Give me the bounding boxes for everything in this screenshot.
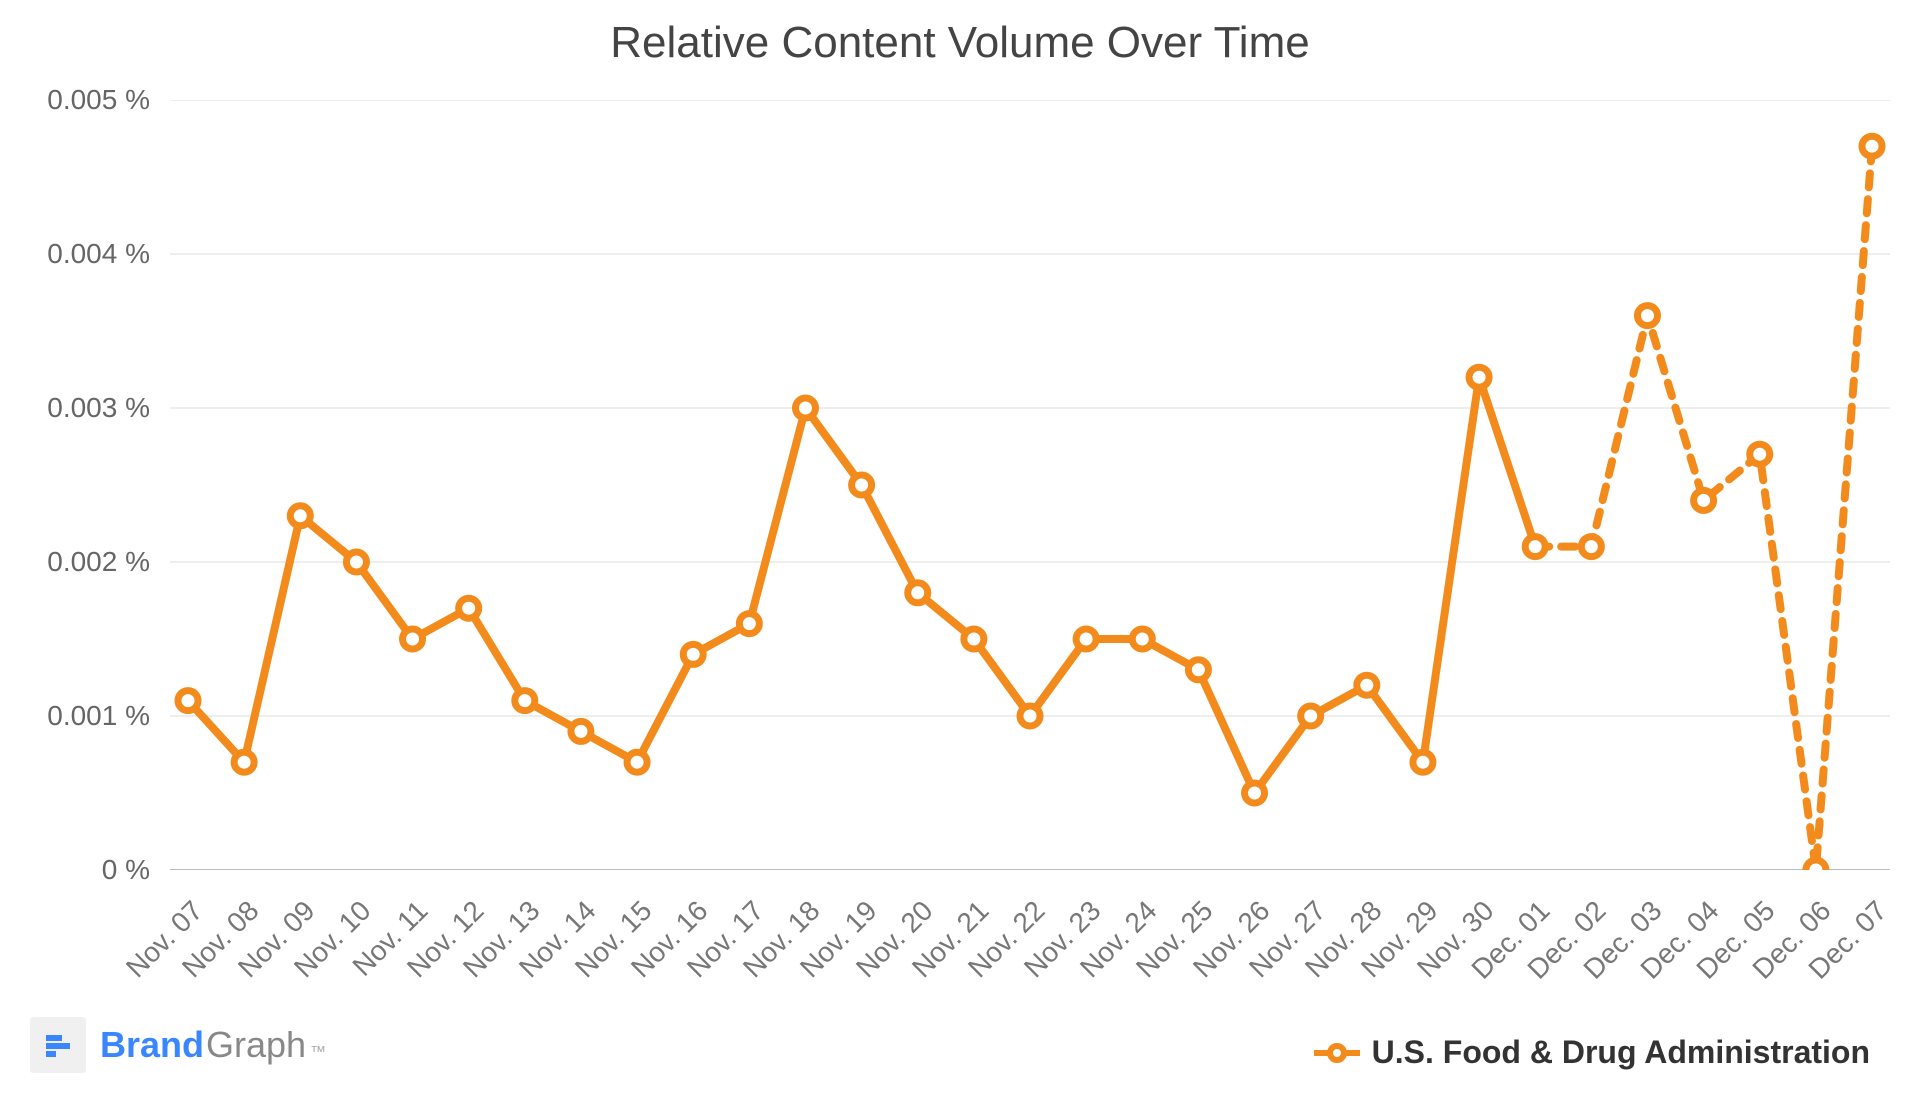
- brand-text-1: Brand: [100, 1024, 204, 1066]
- brand-text: BrandGraph™: [100, 1024, 326, 1066]
- y-tick-label: 0.004 %: [47, 238, 150, 270]
- y-tick-label: 0.002 %: [47, 546, 150, 578]
- brand-logo: BrandGraph™: [30, 1017, 326, 1073]
- brand-text-2: Graph: [206, 1024, 306, 1066]
- chart-svg: [170, 100, 1890, 870]
- brand-icon: [30, 1017, 86, 1073]
- y-tick-label: 0.005 %: [47, 84, 150, 116]
- y-tick-label: 0.003 %: [47, 392, 150, 424]
- bars-icon: [44, 1031, 72, 1059]
- y-tick-label: 0.001 %: [47, 700, 150, 732]
- chart-legend: U.S. Food & Drug Administration: [1314, 1034, 1870, 1071]
- brand-tm: ™: [310, 1044, 326, 1062]
- legend-marker-icon: [1314, 1042, 1360, 1064]
- chart-title: Relative Content Volume Over Time: [0, 18, 1920, 68]
- legend-label: U.S. Food & Drug Administration: [1372, 1034, 1870, 1071]
- x-axis-labels: Nov. 07Nov. 08Nov. 09Nov. 10Nov. 11Nov. …: [170, 890, 1890, 1040]
- chart-container: Relative Content Volume Over Time 0 % 0.0…: [0, 0, 1920, 1097]
- y-tick-label: 0 %: [102, 854, 150, 886]
- y-axis-labels: 0 %0.001 %0.002 %0.003 %0.004 %0.005 %: [0, 100, 150, 870]
